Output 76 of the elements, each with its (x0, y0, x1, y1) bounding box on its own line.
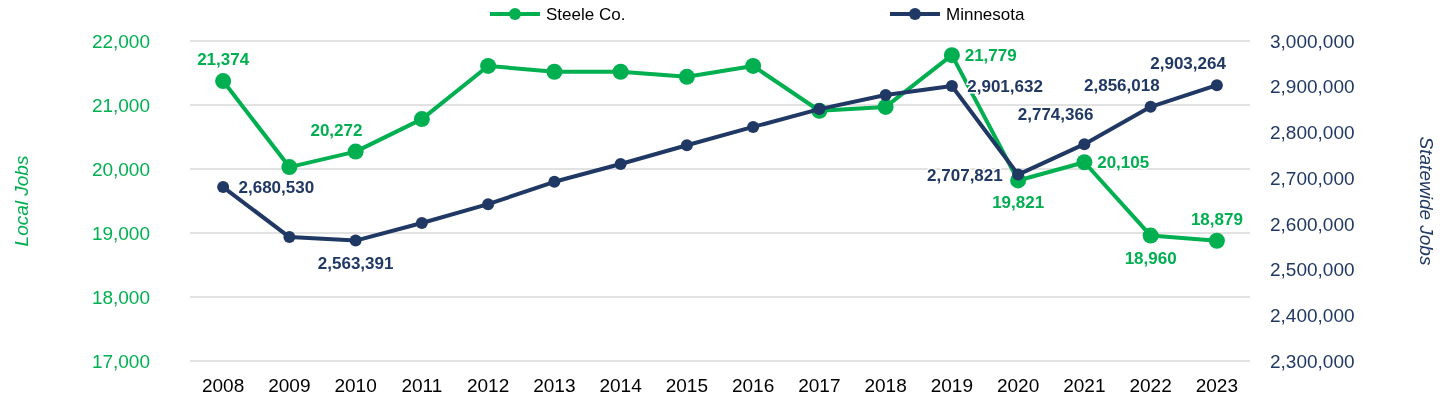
y2-tick-label: 2,900,000 (1270, 76, 1355, 98)
data-label: 2,680,530 (238, 177, 315, 197)
point (745, 57, 762, 74)
x-tick-label: 2023 (1195, 375, 1239, 396)
legend-label: Steele Co. (546, 4, 626, 24)
y2-tick-label: 2,600,000 (1270, 213, 1355, 235)
y-tick-label: 21,000 (91, 94, 150, 116)
point (945, 79, 958, 92)
data-label: 20,105 (1097, 153, 1150, 173)
x-tick-label: 2017 (798, 375, 841, 396)
point (614, 157, 627, 170)
point (1078, 138, 1091, 151)
point (1076, 154, 1093, 171)
point (415, 216, 428, 229)
y-tick-label: 22,000 (91, 30, 150, 52)
point (612, 63, 629, 80)
point (548, 175, 561, 188)
x-tick-label: 2010 (334, 375, 377, 396)
x-tick-label: 2009 (268, 375, 311, 396)
point (1012, 168, 1025, 181)
x-tick-label: 2020 (996, 375, 1040, 396)
y2-tick-label: 2,400,000 (1270, 304, 1355, 326)
x-tick-label: 2008 (201, 375, 245, 396)
data-label: 21,779 (964, 46, 1017, 66)
x-tick-label: 2021 (1063, 375, 1106, 396)
point (546, 63, 563, 80)
data-label: 21,374 (197, 50, 250, 70)
point (943, 47, 960, 64)
legend-label: Minnesota (946, 4, 1025, 24)
point (879, 88, 892, 101)
data-label: 2,903,264 (1150, 54, 1227, 74)
x-tick-label: 2016 (731, 375, 775, 396)
data-label: 18,960 (1124, 248, 1177, 268)
point (482, 198, 495, 211)
point (283, 231, 296, 244)
data-label: 2,774,366 (1017, 105, 1094, 125)
point (680, 139, 693, 152)
y2-tick-label: 2,700,000 (1270, 167, 1355, 189)
point (281, 159, 298, 176)
y2-axis-title: Statewide Jobs (1416, 136, 1437, 266)
data-label: 20,272 (310, 120, 363, 140)
y-axis-title: Local Jobs (11, 155, 32, 247)
point (1210, 79, 1223, 92)
data-label: 2,563,391 (317, 253, 394, 273)
x-tick-label: 2018 (864, 375, 907, 396)
x-tick-label: 2012 (466, 375, 510, 396)
x-tick-label: 2011 (401, 375, 443, 396)
data-label: 2,707,821 (927, 165, 1003, 185)
data-label: 2,856,018 (1084, 75, 1160, 95)
point (678, 68, 695, 85)
point (1144, 100, 1157, 113)
point (347, 143, 364, 160)
x-tick-label: 2022 (1129, 375, 1172, 396)
point (215, 73, 232, 90)
y2-tick-label: 2,800,000 (1270, 122, 1355, 144)
y2-tick-label: 2,500,000 (1270, 259, 1355, 281)
point (1142, 227, 1159, 244)
data-label: 19,821 (992, 193, 1045, 213)
y-tick-label: 18,000 (91, 286, 150, 308)
x-tick-label: 2014 (599, 375, 643, 396)
y2-tick-label: 3,000,000 (1270, 30, 1355, 52)
point (413, 111, 430, 128)
x-tick-label: 2019 (930, 375, 974, 396)
point (747, 120, 760, 133)
x-tick-label: 2013 (533, 375, 576, 396)
y-tick-label: 17,000 (91, 350, 150, 372)
y-tick-label: 20,000 (91, 158, 150, 180)
x-tick-label: 2015 (665, 375, 709, 396)
y-tick-label: 19,000 (91, 222, 150, 244)
point (480, 57, 497, 74)
data-label: 18,879 (1190, 209, 1243, 229)
point (1208, 232, 1225, 249)
point (349, 234, 362, 247)
point (217, 181, 230, 194)
point (877, 98, 894, 115)
y2-tick-label: 2,300,000 (1270, 350, 1355, 372)
